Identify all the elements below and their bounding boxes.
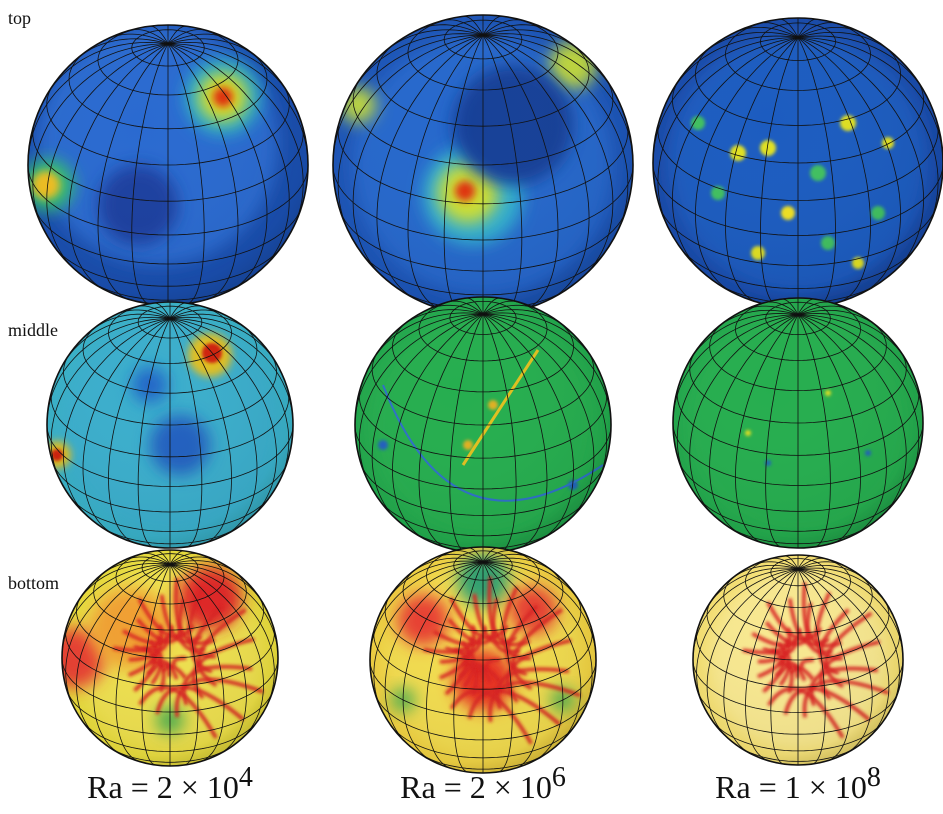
sphere (673, 298, 923, 548)
column-label-exponent: 6 (552, 762, 566, 793)
sphere (355, 297, 611, 553)
sphere (43, 302, 293, 548)
sphere (693, 555, 903, 765)
sphere (653, 18, 943, 308)
column-label-exponent: 4 (239, 762, 253, 793)
sphere (22, 25, 308, 305)
row-label: middle (8, 320, 58, 340)
column-label-base: Ra = 2 × 10 (87, 769, 239, 805)
column-label-base: Ra = 1 × 10 (715, 769, 867, 805)
column-label: Ra = 1 × 108 (715, 762, 881, 805)
column-label: Ra = 2 × 106 (400, 762, 566, 805)
figure: top middle bottom Ra = 2 × 104 Ra = 2 × … (0, 0, 943, 809)
sphere (370, 547, 596, 773)
column-label-base: Ra = 2 × 10 (400, 769, 552, 805)
column-label-exponent: 8 (867, 762, 881, 793)
row-label: bottom (8, 573, 59, 593)
row-label: top (8, 8, 31, 28)
sphere (333, 15, 633, 315)
sphere (45, 550, 278, 766)
column-label: Ra = 2 × 104 (87, 762, 253, 805)
sphere-panels (22, 15, 943, 773)
